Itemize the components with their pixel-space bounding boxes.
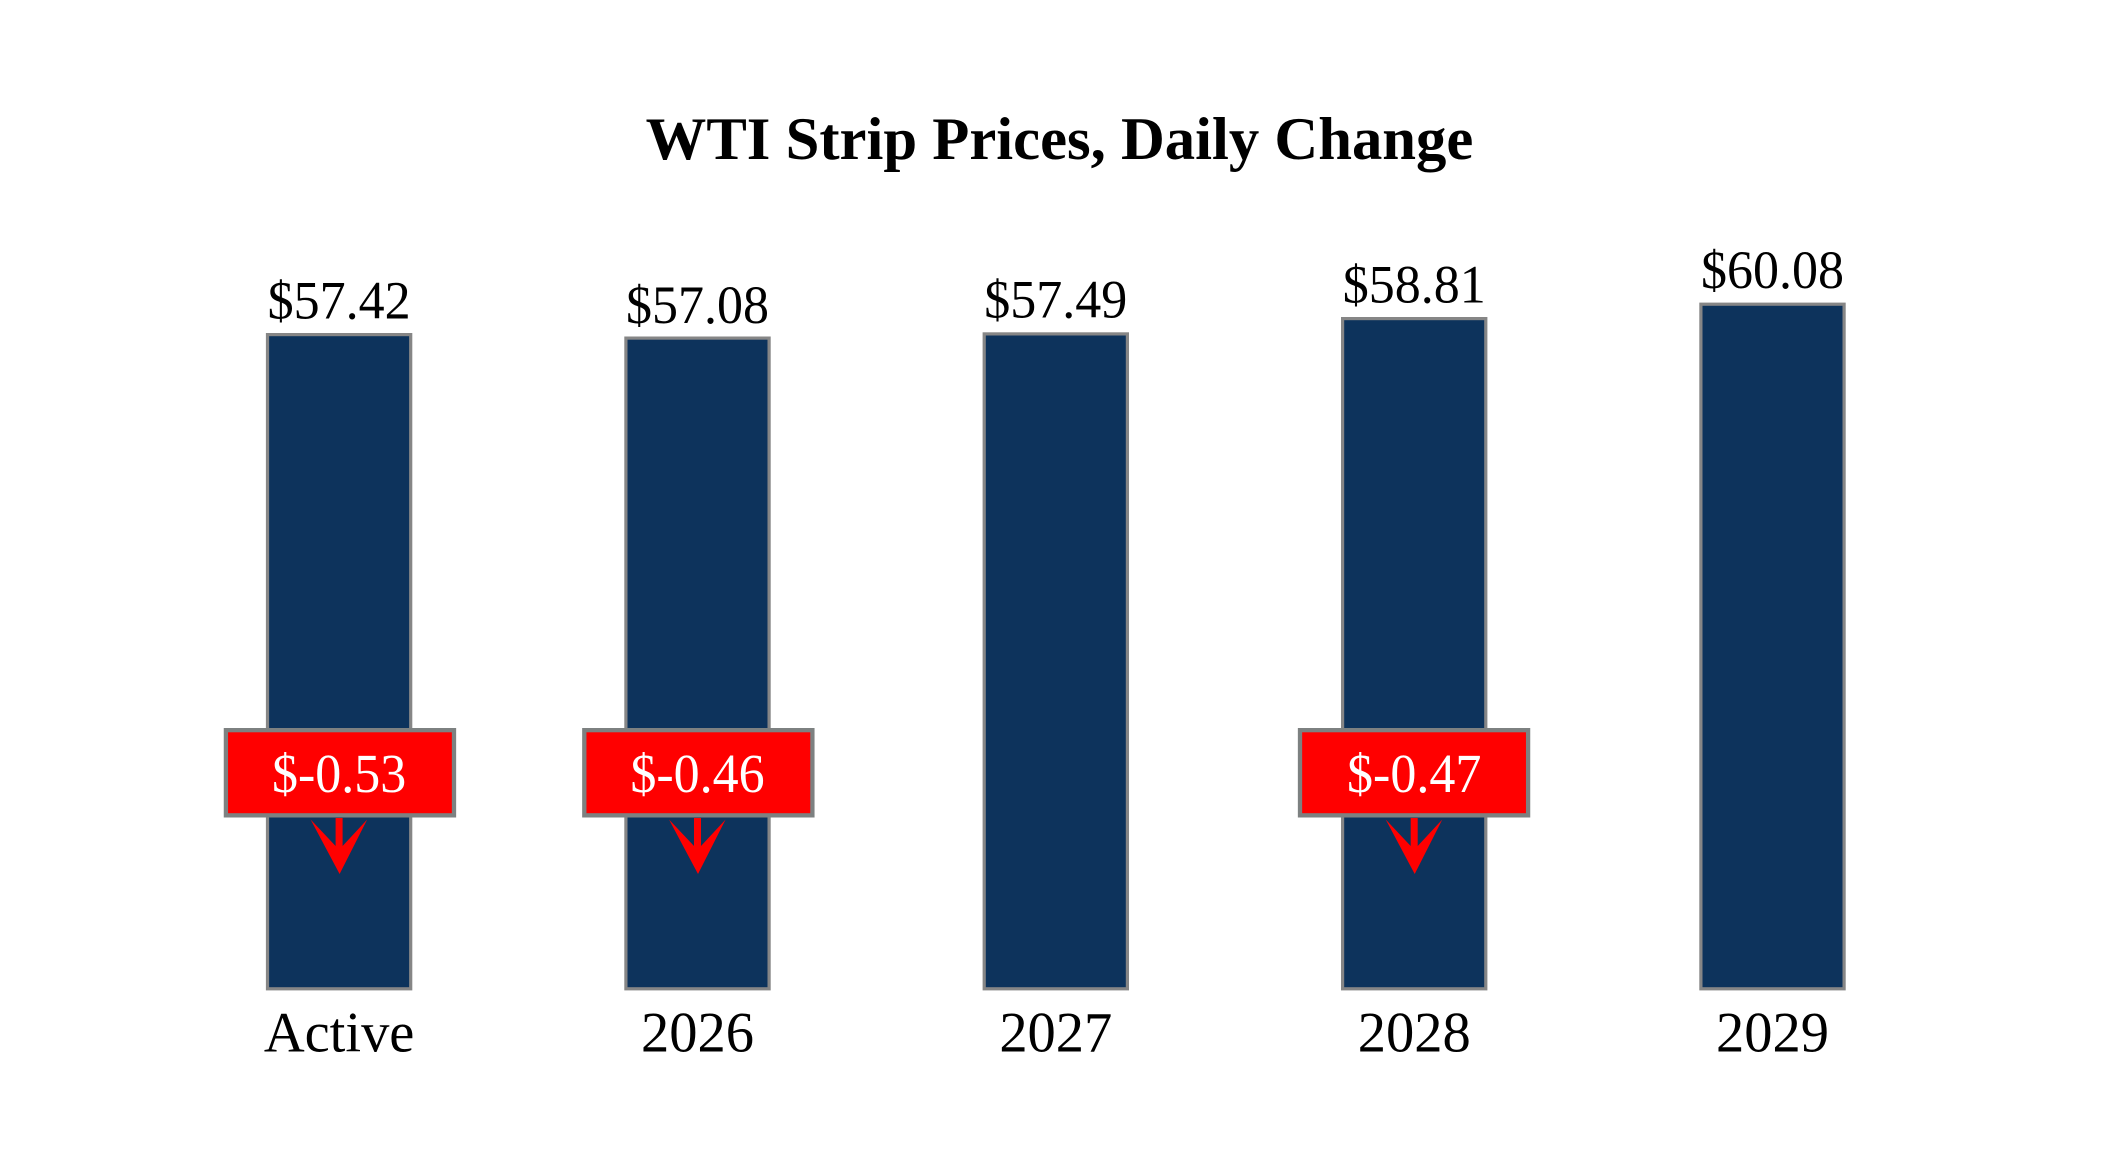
svg-text:2027: 2027	[999, 1001, 1112, 1065]
svg-text:2028: 2028	[1358, 1001, 1471, 1065]
svg-text:$-0.53: $-0.53	[272, 743, 406, 805]
svg-text:$58.81: $58.81	[1343, 256, 1486, 315]
svg-text:$57.42: $57.42	[268, 272, 411, 331]
svg-text:WTI Strip Prices, Daily Change: WTI Strip Prices, Daily Change	[646, 106, 1474, 173]
svg-text:$57.08: $57.08	[626, 276, 769, 335]
svg-text:2029: 2029	[1716, 1001, 1829, 1065]
svg-text:$60.08: $60.08	[1701, 241, 1844, 300]
svg-text:$57.49: $57.49	[984, 271, 1127, 330]
svg-text:2026: 2026	[641, 1001, 754, 1065]
svg-text:$-0.46: $-0.46	[630, 743, 764, 805]
svg-text:$-0.47: $-0.47	[1347, 743, 1481, 805]
svg-text:Active: Active	[264, 1001, 415, 1065]
